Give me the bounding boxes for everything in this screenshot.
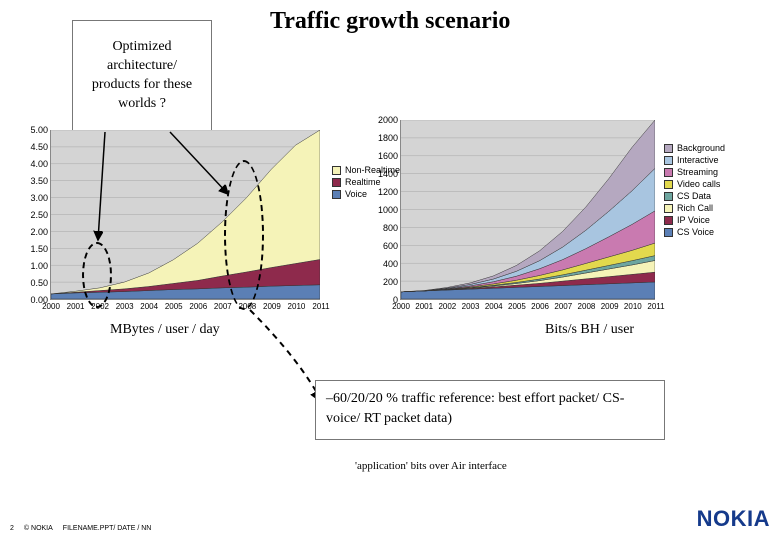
- reference-text: –60/20/20 % traffic reference: best effo…: [326, 391, 624, 426]
- nokia-logo: NOKIA: [697, 506, 770, 532]
- reference-box: –60/20/20 % traffic reference: best effo…: [315, 380, 665, 440]
- annotation-arrows: [0, 0, 780, 540]
- footer-file: FILENAME.PPT/ DATE / NN: [63, 525, 152, 532]
- footer-copyright: © NOKIA: [24, 525, 53, 532]
- footer-page: 2: [10, 525, 14, 532]
- air-interface-note: 'application' bits over Air interface: [355, 460, 507, 472]
- footer: 2 © NOKIA FILENAME.PPT/ DATE / NN NOKIA: [10, 506, 770, 532]
